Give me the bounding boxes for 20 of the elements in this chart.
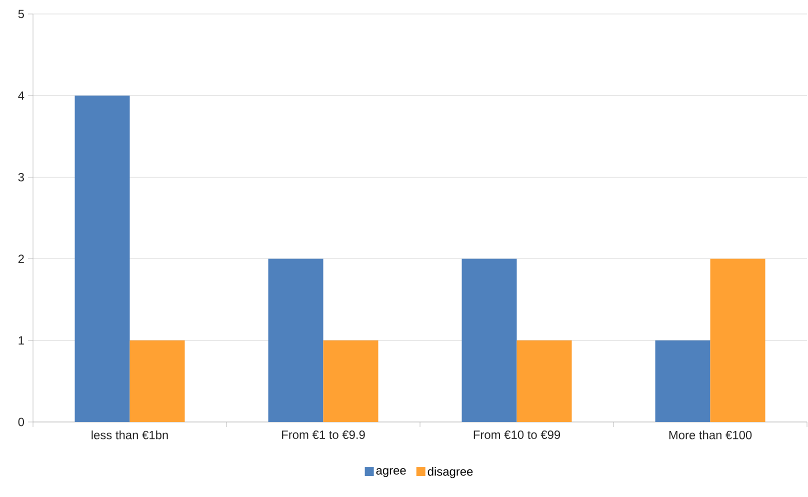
bar (516, 340, 572, 422)
y-tick-label: 4 (18, 91, 24, 100)
bar (710, 258, 766, 422)
y-tick-label: 5 (18, 10, 24, 18)
bar (323, 340, 378, 422)
y-tick-label: 0 (18, 418, 24, 426)
bar (74, 96, 130, 422)
x-tick-label: More than €100 (669, 430, 752, 440)
y-tick-label: 3 (18, 172, 24, 182)
x-tick-label: less than €1bn (92, 430, 168, 440)
bar (268, 258, 324, 422)
y-tick-label: 1 (18, 336, 24, 344)
bar (462, 258, 517, 422)
y-tick-label: 2 (18, 254, 24, 263)
legend-label: agree (376, 468, 406, 478)
x-tick-label: From €10 to €99 (474, 430, 560, 439)
bar (655, 340, 710, 422)
legend-label: disagree (428, 466, 473, 478)
x-tick-label: From €1 to €9.9 (282, 430, 365, 439)
bar (130, 340, 185, 422)
